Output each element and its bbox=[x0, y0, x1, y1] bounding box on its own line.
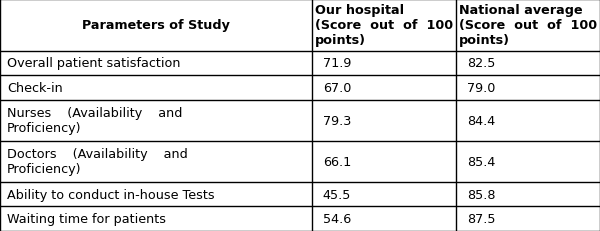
Text: 54.6: 54.6 bbox=[323, 212, 351, 225]
Text: Doctors    (Availability    and
Proficiency): Doctors (Availability and Proficiency) bbox=[7, 148, 188, 176]
Text: 82.5: 82.5 bbox=[467, 57, 495, 70]
Text: Check-in: Check-in bbox=[7, 82, 63, 94]
Text: Parameters of Study: Parameters of Study bbox=[82, 19, 230, 32]
Text: 66.1: 66.1 bbox=[323, 155, 351, 168]
Text: 79.0: 79.0 bbox=[467, 82, 495, 94]
Text: Overall patient satisfaction: Overall patient satisfaction bbox=[7, 57, 181, 70]
Text: 84.4: 84.4 bbox=[467, 114, 495, 127]
Text: National average
(Score  out  of  100
points): National average (Score out of 100 point… bbox=[459, 4, 597, 47]
Text: 71.9: 71.9 bbox=[323, 57, 351, 70]
Text: 85.8: 85.8 bbox=[467, 188, 496, 201]
Text: Nurses    (Availability    and
Proficiency): Nurses (Availability and Proficiency) bbox=[7, 107, 182, 135]
Text: Waiting time for patients: Waiting time for patients bbox=[7, 212, 166, 225]
Text: 85.4: 85.4 bbox=[467, 155, 495, 168]
Text: 87.5: 87.5 bbox=[467, 212, 496, 225]
Text: 67.0: 67.0 bbox=[323, 82, 351, 94]
Text: 79.3: 79.3 bbox=[323, 114, 351, 127]
Text: 45.5: 45.5 bbox=[323, 188, 351, 201]
Text: Ability to conduct in-house Tests: Ability to conduct in-house Tests bbox=[7, 188, 215, 201]
Text: Our hospital
(Score  out  of  100
points): Our hospital (Score out of 100 points) bbox=[315, 4, 453, 47]
